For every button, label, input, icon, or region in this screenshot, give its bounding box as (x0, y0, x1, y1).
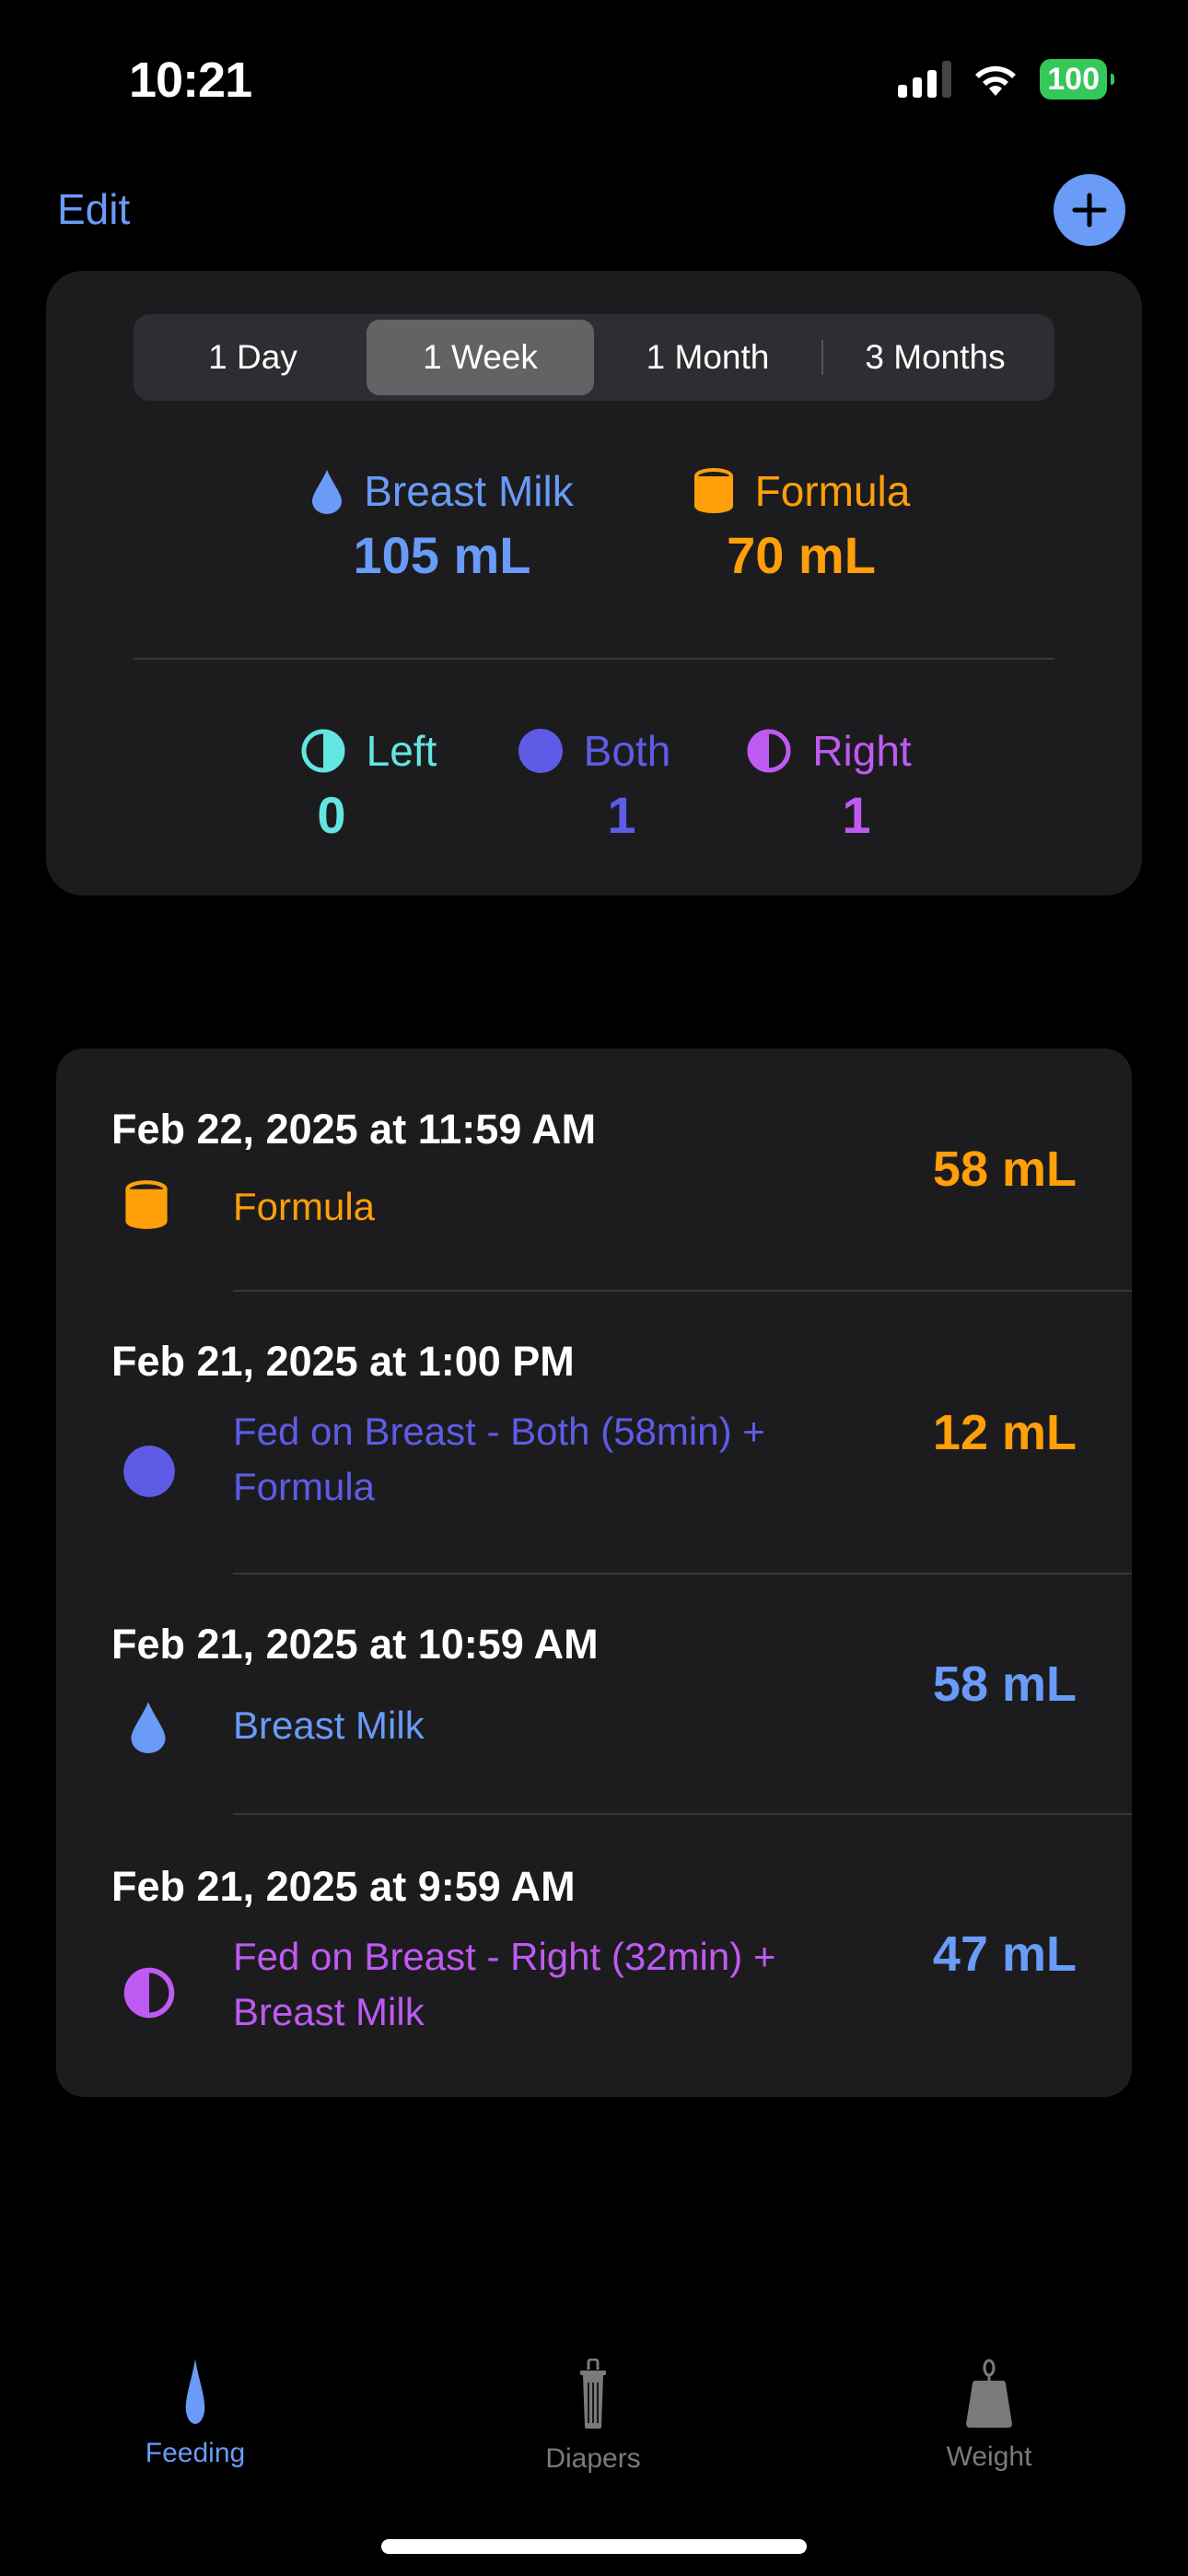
breast-milk-label: Breast Milk (364, 467, 574, 515)
list-item[interactable]: Feb 21, 2025 at 10:59 AM Breast Milk 58 … (56, 1575, 1132, 1814)
both-label: Both (583, 727, 671, 775)
formula-label: Formula (754, 467, 911, 515)
entry-date: Feb 21, 2025 at 10:59 AM (111, 1621, 599, 1668)
entry-amount: 58 mL (932, 1657, 1077, 1712)
battery-indicator: 100 (1040, 59, 1114, 100)
weight-icon (966, 2359, 1012, 2428)
right-stat: Right 1 (718, 726, 939, 845)
entry-description: Fed on Breast - Both (58min) + Formula (233, 1410, 765, 1508)
tab-feeding[interactable]: Feeding (85, 2359, 306, 2469)
list-item[interactable]: Feb 21, 2025 at 9:59 AM Fed on Breast - … (56, 1815, 1132, 2097)
home-indicator[interactable] (381, 2539, 807, 2554)
drop-icon (312, 470, 343, 514)
row-divider (233, 1813, 1132, 1815)
formula-stat: Formula 70 mL (654, 466, 949, 585)
range-1-week[interactable]: 1 Week (367, 320, 594, 395)
both-value: 1 (607, 786, 636, 844)
right-label: Right (812, 727, 912, 775)
right-half-circle-icon (747, 729, 791, 773)
drop-icon (185, 2359, 205, 2424)
status-icons: 100 (898, 59, 1114, 100)
row-divider (233, 1290, 1132, 1292)
entry-description: Breast Milk (233, 1704, 425, 1747)
drop-icon (131, 1702, 166, 1753)
tab-weight[interactable]: Weight (879, 2359, 1100, 2473)
signal-icon (898, 61, 952, 98)
entry-date: Feb 21, 2025 at 9:59 AM (111, 1863, 576, 1910)
trash-icon (580, 2359, 606, 2429)
add-button[interactable] (1054, 174, 1125, 246)
list-item[interactable]: Feb 21, 2025 at 1:00 PM Fed on Breast - … (56, 1292, 1132, 1574)
list-item[interactable]: Feb 22, 2025 at 11:59 AM Formula 58 mL (56, 1048, 1132, 1290)
tab-label: Weight (946, 2441, 1032, 2472)
row-divider (233, 1573, 1132, 1575)
left-stat: Left 0 (276, 726, 460, 845)
tab-label: Feeding (145, 2438, 246, 2468)
entry-amount: 12 mL (932, 1405, 1077, 1460)
range-1-month[interactable]: 1 Month (646, 338, 770, 376)
summary-divider (134, 658, 1054, 660)
wifi-icon (975, 65, 1017, 96)
edit-button[interactable]: Edit (57, 185, 131, 233)
range-1-day[interactable]: 1 Day (208, 338, 297, 376)
cylinder-icon (125, 1180, 168, 1229)
cylinder-icon (693, 468, 733, 513)
tab-diapers[interactable]: Diapers (483, 2359, 704, 2475)
tab-label: Diapers (545, 2443, 641, 2474)
formula-value: 70 mL (727, 526, 876, 584)
entry-amount: 58 mL (932, 1142, 1077, 1197)
left-label: Left (366, 727, 437, 775)
plus-icon (1072, 193, 1107, 228)
filled-circle-icon (123, 1446, 175, 1497)
right-value: 1 (842, 786, 871, 844)
entry-description: Fed on Breast - Right (32min) + Breast M… (233, 1935, 776, 2033)
range-3-months[interactable]: 3 Months (821, 320, 1049, 395)
feeding-list: Feb 22, 2025 at 11:59 AM Formula 58 mL F… (56, 1048, 1132, 2097)
status-time: 10:21 (129, 53, 252, 108)
entry-description: Formula (233, 1185, 376, 1228)
entry-date: Feb 21, 2025 at 1:00 PM (111, 1338, 575, 1385)
left-half-circle-icon (301, 729, 345, 773)
left-value: 0 (317, 786, 346, 844)
breast-milk-stat: Breast Milk 105 mL (267, 466, 617, 585)
right-half-circle-icon (123, 1967, 175, 2019)
range-segmented-control[interactable]: 1 Day 1 Week 1 Month 3 Months (134, 314, 1054, 401)
filled-circle-icon (518, 729, 563, 773)
entry-date: Feb 22, 2025 at 11:59 AM (111, 1106, 597, 1153)
entry-amount: 47 mL (932, 1926, 1077, 1982)
breast-milk-value: 105 mL (353, 526, 531, 584)
both-stat: Both 1 (488, 726, 700, 845)
summary-card: 1 Day 1 Week 1 Month 3 Months Breast Mil… (46, 271, 1142, 896)
